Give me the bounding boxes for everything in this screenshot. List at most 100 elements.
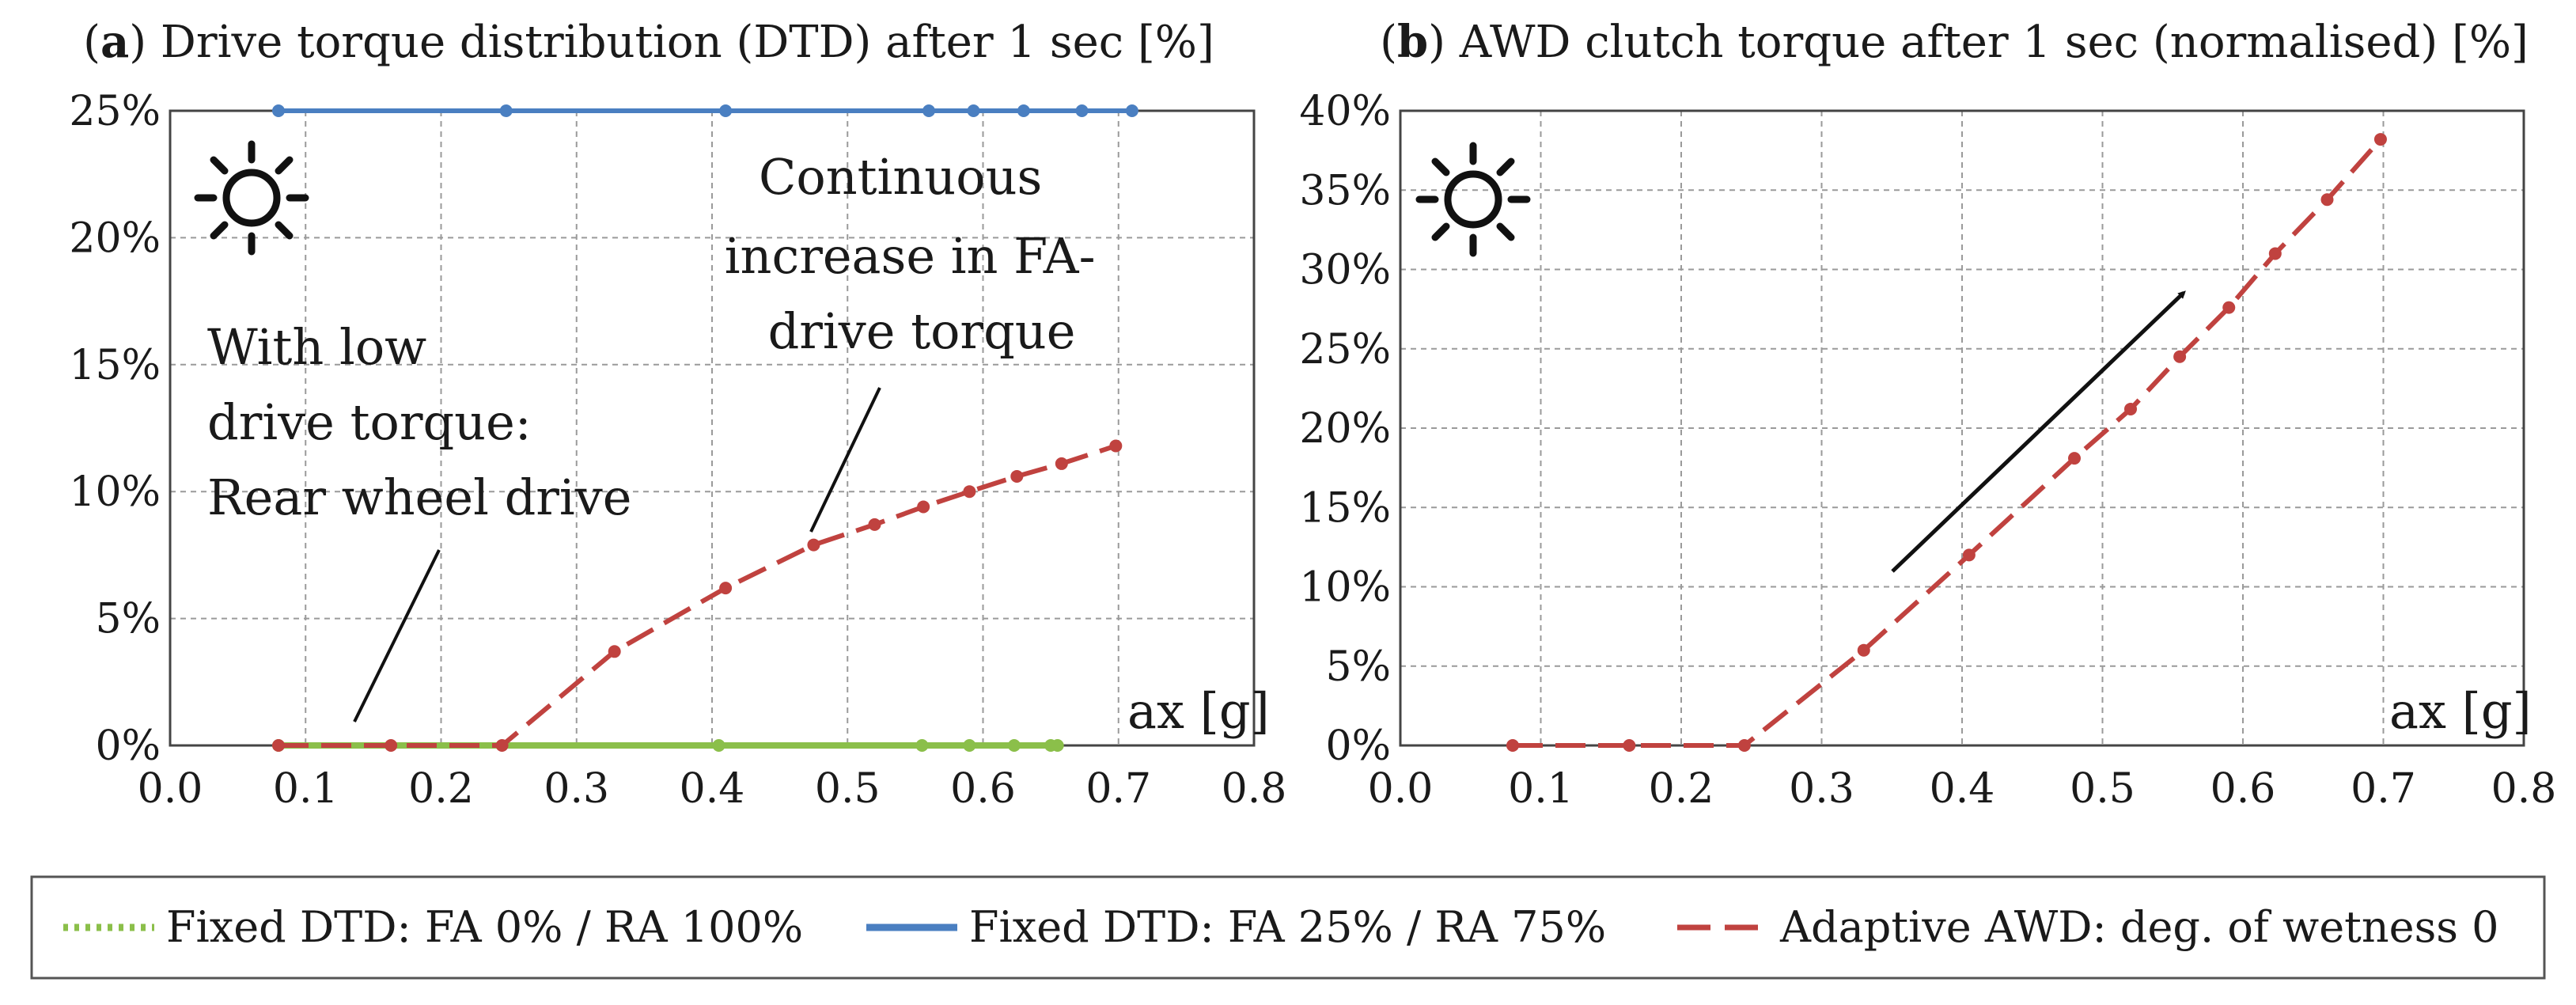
x-tick-label: 0.0 — [138, 765, 203, 813]
x-tick-label: 0.5 — [815, 765, 881, 813]
data-point-red — [719, 582, 733, 595]
data-point-red — [963, 485, 976, 499]
x-tick-label: 0.3 — [544, 765, 609, 813]
y-tick-label: 0% — [96, 722, 161, 770]
panel-a-y-ticks: 0% 5% 10% 15% 20% 25% — [69, 88, 161, 770]
data-point-red — [1010, 469, 1024, 483]
y-tick-label: 10% — [69, 468, 161, 516]
x-tick-label: 0.4 — [1930, 765, 1995, 813]
data-point-blue — [1017, 104, 1030, 117]
panel-a: (a) Drive torque distribution (DTD) afte… — [69, 16, 1286, 813]
annotation-pointer-line — [809, 387, 881, 533]
x-tick-label: 0.7 — [2351, 765, 2416, 813]
data-point-red — [2173, 350, 2187, 363]
legend-item-blue: Fixed DTD: FA 25% / RA 75% — [969, 902, 1606, 952]
y-tick-label: 20% — [1299, 405, 1391, 453]
data-point-red — [2268, 247, 2282, 260]
data-point-red — [2124, 402, 2137, 415]
x-tick-label: 0.2 — [1649, 765, 1714, 813]
data-point-red — [1857, 643, 1870, 657]
y-tick-label: 25% — [69, 88, 161, 135]
data-point-blue — [719, 104, 733, 117]
data-point-red — [1623, 739, 1636, 752]
y-tick-label: 15% — [69, 342, 161, 389]
panel-b-series — [1506, 133, 2387, 752]
x-tick-label: 0.2 — [408, 765, 474, 813]
panel-b-x-label: ax [g] — [2389, 682, 2532, 740]
y-tick-label: 0% — [1326, 722, 1392, 770]
series-line-red — [278, 443, 1117, 748]
panel-a-x-label: ax [g] — [1127, 682, 1270, 740]
data-point-red — [385, 739, 398, 752]
panel-a-x-ticks: 0.0 0.1 0.2 0.3 0.4 0.5 0.6 0.7 0.8 — [138, 765, 1287, 813]
panel-b-title: (b) AWD clutch torque after 1 sec (norma… — [1380, 16, 2529, 68]
data-point-blue — [967, 104, 980, 117]
data-point-green — [915, 739, 929, 752]
x-tick-label: 0.6 — [950, 765, 1016, 813]
trend-arrow — [1891, 290, 2186, 573]
y-tick-label: 10% — [1299, 564, 1391, 612]
data-point-red — [608, 645, 621, 658]
y-tick-label: 25% — [1299, 326, 1391, 374]
legend-box — [30, 875, 2546, 980]
annotation-rear-wheel-drive: With low drive torque: Rear wheel drive — [207, 318, 631, 526]
sun-icon — [1415, 142, 1531, 257]
panel-b: (b) AWD clutch torque after 1 sec (norma… — [1299, 16, 2556, 813]
panel-b-y-ticks: 0% 5% 10% 15% 20% 25% 30% 35% 40% — [1299, 88, 1391, 770]
data-point-green — [1007, 739, 1021, 752]
data-point-red — [807, 538, 820, 552]
data-point-red — [1962, 548, 1976, 562]
data-point-red — [1055, 457, 1068, 470]
data-point-blue — [272, 104, 285, 117]
panel-a-series — [272, 104, 1138, 752]
data-point-green — [712, 739, 725, 752]
panel-b-frame — [1399, 109, 2525, 747]
y-tick-label: 40% — [1299, 88, 1391, 135]
data-point-blue — [499, 104, 513, 117]
legend-item-green: Fixed DTD: FA 0% / RA 100% — [166, 902, 803, 952]
data-point-red — [1737, 739, 1751, 752]
data-point-red — [272, 739, 285, 752]
y-tick-label: 35% — [1299, 167, 1391, 214]
x-tick-label: 0.1 — [1508, 765, 1574, 813]
panel-a-grid — [170, 111, 1254, 745]
legend-item-red: Adaptive AWD: deg. of wetness 0 — [1779, 902, 2499, 952]
x-tick-label: 0.1 — [273, 765, 339, 813]
series-line-red — [1513, 138, 2383, 748]
panel-a-title: (a) Drive torque distribution (DTD) afte… — [83, 16, 1214, 68]
x-tick-label: 0.3 — [1789, 765, 1854, 813]
data-point-blue — [1075, 104, 1089, 117]
legend: Fixed DTD: FA 0% / RA 100% Fixed DTD: FA… — [30, 875, 2546, 980]
data-point-red — [868, 518, 881, 531]
y-tick-label: 20% — [69, 214, 161, 262]
data-point-green — [1051, 739, 1064, 752]
annotation-continuous-increase: Continuous increase in FA- drive torque — [725, 148, 1112, 360]
data-point-red — [917, 500, 930, 514]
data-point-red — [2068, 452, 2081, 465]
y-tick-label: 5% — [1326, 643, 1392, 691]
data-point-red — [2222, 301, 2236, 314]
x-tick-label: 0.8 — [1222, 765, 1287, 813]
data-point-red — [1506, 739, 1519, 752]
sun-icon — [194, 140, 309, 256]
x-tick-label: 0.6 — [2210, 765, 2276, 813]
annotation-pointer-line — [353, 549, 441, 722]
data-point-red — [1109, 439, 1123, 453]
x-tick-label: 0.5 — [2070, 765, 2135, 813]
y-tick-label: 30% — [1299, 247, 1391, 294]
y-tick-label: 5% — [96, 596, 161, 643]
data-point-green — [963, 739, 976, 752]
data-point-red — [2373, 133, 2387, 146]
x-tick-label: 0.0 — [1368, 765, 1434, 813]
data-point-blue — [922, 104, 935, 117]
y-tick-label: 15% — [1299, 484, 1391, 532]
x-tick-label: 0.8 — [2491, 765, 2557, 813]
data-point-blue — [1125, 104, 1138, 117]
panel-b-grid — [1400, 111, 2524, 745]
data-point-red — [495, 739, 509, 752]
x-tick-label: 0.4 — [680, 765, 745, 813]
data-point-red — [2320, 193, 2334, 207]
x-tick-label: 0.7 — [1085, 765, 1151, 813]
panel-b-x-ticks: 0.0 0.1 0.2 0.3 0.4 0.5 0.6 0.7 0.8 — [1368, 765, 2557, 813]
